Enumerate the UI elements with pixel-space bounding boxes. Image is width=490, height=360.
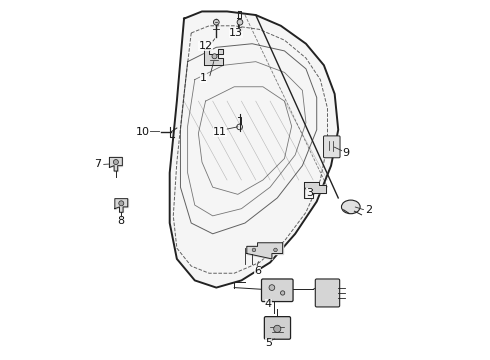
Text: 8: 8: [118, 216, 125, 226]
FancyBboxPatch shape: [323, 136, 340, 158]
Circle shape: [274, 325, 281, 332]
Circle shape: [237, 19, 243, 25]
Polygon shape: [170, 12, 338, 288]
FancyBboxPatch shape: [265, 317, 291, 339]
Circle shape: [113, 159, 119, 165]
Text: 13: 13: [229, 28, 243, 38]
Ellipse shape: [342, 200, 360, 214]
Circle shape: [280, 291, 285, 295]
Circle shape: [214, 19, 219, 25]
Circle shape: [252, 248, 256, 252]
Circle shape: [119, 201, 124, 206]
Polygon shape: [247, 243, 283, 259]
FancyBboxPatch shape: [315, 279, 340, 307]
Circle shape: [274, 248, 277, 252]
Text: 5: 5: [265, 338, 272, 348]
Circle shape: [238, 27, 242, 32]
Text: 10: 10: [136, 127, 150, 136]
Text: 3: 3: [306, 188, 313, 198]
FancyBboxPatch shape: [262, 279, 293, 302]
Polygon shape: [304, 182, 326, 198]
Text: 9: 9: [342, 148, 349, 158]
Text: 4: 4: [265, 299, 272, 309]
Text: 2: 2: [365, 206, 372, 216]
Text: 12: 12: [198, 41, 213, 50]
Circle shape: [212, 54, 217, 59]
Polygon shape: [109, 157, 122, 171]
Text: 6: 6: [254, 266, 261, 276]
Text: 1: 1: [200, 73, 207, 83]
Circle shape: [269, 285, 275, 291]
Text: 7: 7: [95, 159, 101, 169]
Text: 11: 11: [213, 127, 227, 136]
Polygon shape: [115, 199, 128, 212]
Polygon shape: [204, 49, 223, 65]
